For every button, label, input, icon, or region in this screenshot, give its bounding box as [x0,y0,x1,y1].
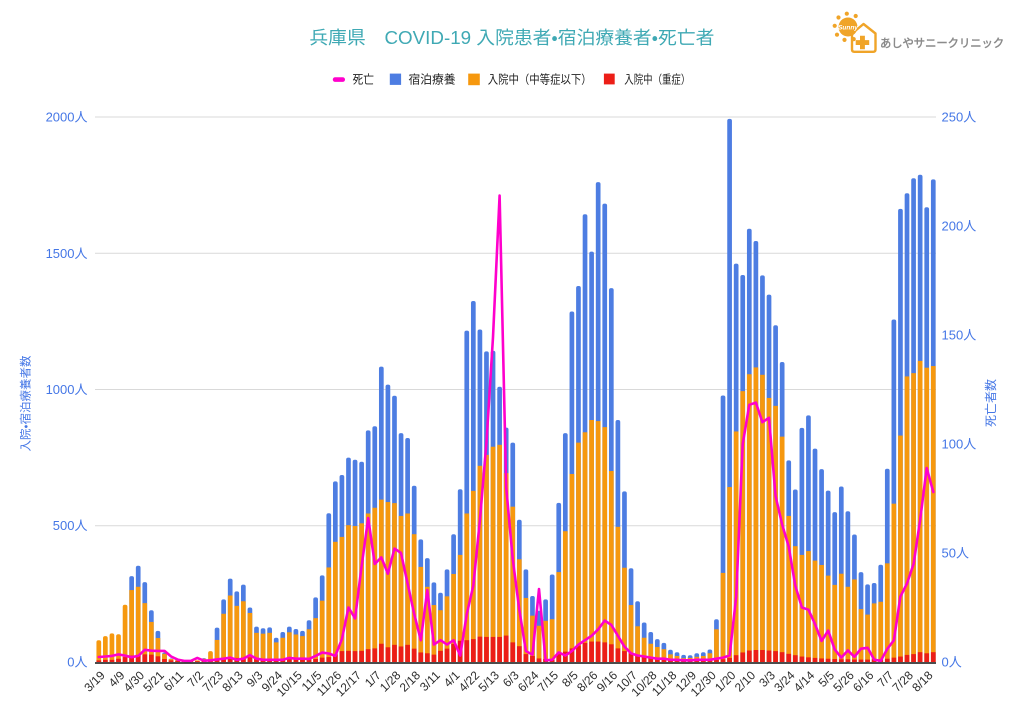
svg-text:50人: 50人 [942,546,969,561]
svg-text:入院・宿泊療養者数: 入院・宿泊療養者数 [19,355,33,451]
svg-text:250人: 250人 [942,110,977,125]
svg-text:1000人: 1000人 [46,382,88,397]
svg-text:100人: 100人 [942,437,977,452]
svg-text:兵庫県 COVID-19 入院患者・宿泊療養者・死亡者: 兵庫県 COVID-19 入院患者・宿泊療養者・死亡者 [309,28,714,48]
svg-text:150人: 150人 [942,328,977,343]
svg-text:死亡者数: 死亡者数 [983,379,998,427]
svg-text:宿泊療養: 宿泊療養 [409,72,456,87]
svg-text:0人: 0人 [67,655,87,670]
svg-text:入院中（中等症以下）: 入院中（中等症以下） [488,72,592,87]
svg-text:0人: 0人 [942,655,962,670]
svg-text:500人: 500人 [53,518,88,533]
svg-text:Sunny: Sunny [838,25,858,32]
svg-text:死亡: 死亡 [353,73,375,87]
svg-text:入院中（重症）: 入院中（重症） [624,72,690,87]
svg-text:あしやサニークリニック: あしやサニークリニック [880,37,1004,50]
svg-text:1500人: 1500人 [46,246,88,261]
svg-text:200人: 200人 [942,219,977,234]
svg-text:2000人: 2000人 [46,110,88,125]
